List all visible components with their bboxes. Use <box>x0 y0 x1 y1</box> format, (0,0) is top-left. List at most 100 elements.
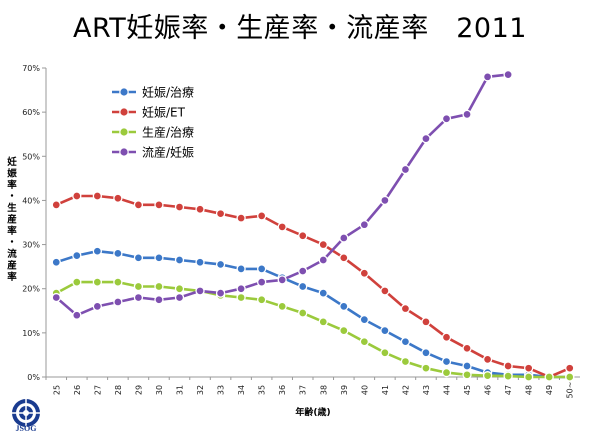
x-tick-label: 28 <box>114 385 123 395</box>
data-point <box>215 259 226 270</box>
data-point <box>72 250 82 261</box>
data-point <box>51 292 61 303</box>
data-point <box>174 284 185 294</box>
x-axis-label: 年齢(歳) <box>295 406 330 418</box>
legend-label: 妊娠/治療 <box>142 86 194 100</box>
x-tick-label: 40 <box>360 385 369 395</box>
data-point <box>298 266 308 276</box>
data-point <box>154 200 164 210</box>
series-4 <box>51 69 513 320</box>
y-tick-label: 40% <box>22 196 40 205</box>
data-point <box>133 292 144 303</box>
x-tick-label: 50~ <box>566 382 575 399</box>
data-point <box>92 191 102 201</box>
data-point <box>174 255 185 265</box>
legend-swatch-marker <box>119 147 129 157</box>
data-point <box>544 372 554 382</box>
data-point <box>380 195 390 206</box>
x-tick-label: 34 <box>237 385 246 395</box>
legend-swatch-marker <box>119 87 129 97</box>
legend-swatch-marker <box>119 127 129 137</box>
data-point <box>298 281 308 292</box>
data-point <box>380 348 390 358</box>
data-point <box>380 325 390 336</box>
data-point <box>154 295 164 305</box>
legend-item: 流産/妊娠 <box>112 145 194 160</box>
legend-item: 妊娠/治療 <box>112 86 194 100</box>
data-point <box>339 325 349 336</box>
data-point <box>482 371 493 381</box>
data-point <box>462 109 472 119</box>
data-point <box>421 317 431 327</box>
data-point <box>92 246 102 256</box>
data-point <box>318 288 328 298</box>
x-tick-label: 36 <box>278 385 287 395</box>
data-point <box>133 200 144 210</box>
data-point <box>257 277 267 287</box>
data-point <box>462 361 472 371</box>
x-tick-label: 27 <box>93 385 102 395</box>
data-point <box>482 72 493 82</box>
data-point <box>257 211 267 221</box>
data-point <box>195 257 205 267</box>
data-point <box>92 301 102 312</box>
x-tick-label: 26 <box>73 385 82 395</box>
data-point <box>215 209 226 219</box>
data-point <box>400 356 411 367</box>
x-tick-label: 44 <box>443 385 452 395</box>
data-point <box>236 284 246 294</box>
legend-item: 生産/治療 <box>112 125 194 140</box>
series-layer <box>51 69 575 382</box>
x-tick-label: 38 <box>319 385 328 395</box>
x-tick-label: 37 <box>299 385 308 395</box>
data-point <box>236 213 246 223</box>
legend-swatch-marker <box>119 107 129 117</box>
data-point <box>174 292 185 303</box>
data-point <box>421 133 431 144</box>
series-2 <box>51 191 575 382</box>
data-point <box>318 239 328 250</box>
x-tick-label: 45 <box>463 385 472 395</box>
data-point <box>298 231 308 241</box>
x-tick-label: 29 <box>134 385 143 395</box>
x-tick-label: 30 <box>155 385 164 395</box>
data-point <box>503 69 513 80</box>
data-point <box>92 277 102 287</box>
x-tick-label: 42 <box>401 385 410 395</box>
data-point <box>482 354 493 364</box>
data-point <box>72 310 82 320</box>
y-tick-label: 0% <box>27 373 40 382</box>
data-point <box>441 356 452 367</box>
data-point <box>133 253 144 263</box>
data-point <box>380 286 390 296</box>
data-point <box>400 303 411 314</box>
data-point <box>154 253 164 263</box>
data-point <box>339 253 349 263</box>
data-point <box>318 255 328 265</box>
x-tick-label: 33 <box>217 385 226 395</box>
data-point <box>277 222 287 232</box>
legend-label: 流産/妊娠 <box>142 145 194 160</box>
data-point <box>133 281 144 292</box>
x-tick-label: 43 <box>422 385 431 395</box>
data-point <box>339 301 349 312</box>
data-point <box>359 268 369 278</box>
jsog-logo <box>12 399 40 427</box>
x-tick-label: 46 <box>484 385 493 395</box>
y-axis-label-text: 妊娠率・生産率・流産率 <box>7 156 17 283</box>
data-point <box>339 233 349 243</box>
data-point <box>524 372 534 382</box>
data-point <box>503 361 513 371</box>
data-point <box>503 371 513 381</box>
data-point <box>215 288 226 298</box>
data-point <box>421 363 431 373</box>
y-tick-label: 20% <box>22 285 40 294</box>
x-tick-label: 47 <box>504 385 513 395</box>
data-point <box>277 275 287 285</box>
data-point <box>524 363 534 373</box>
x-tick-label: 39 <box>340 385 349 395</box>
data-point <box>462 343 472 353</box>
axes: 0% 10% 20% 30% 40% 50% 60% 70% 25 26 27 28 29 30 31 32 3… <box>22 64 580 418</box>
